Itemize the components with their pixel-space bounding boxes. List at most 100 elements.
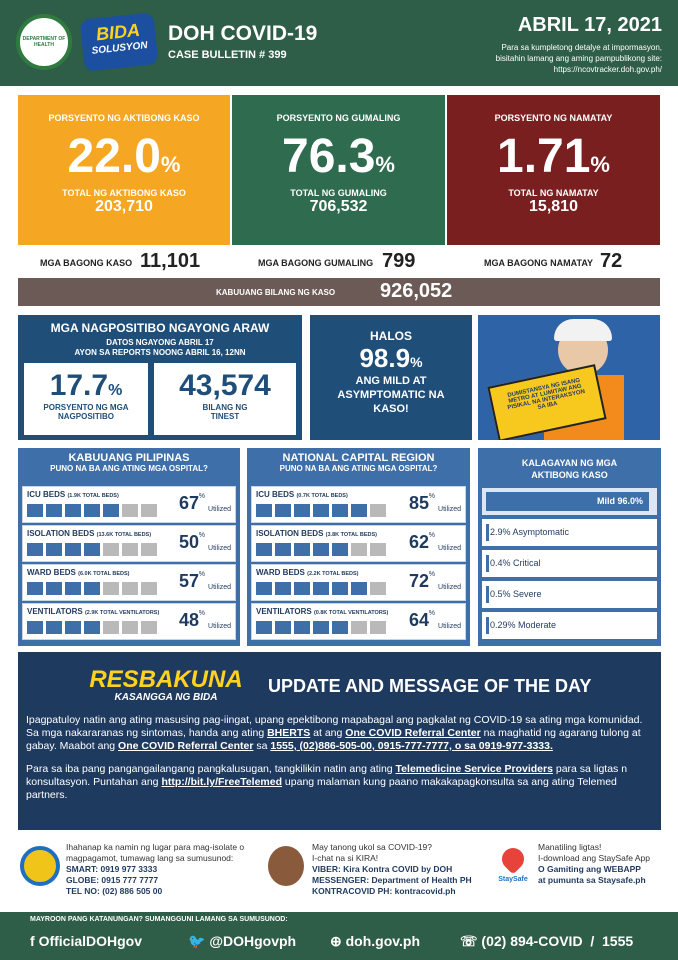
row-note: Utilized [438, 506, 461, 513]
row-value: 57 [178, 571, 199, 591]
row-value: 50 [178, 532, 199, 552]
unit: % [590, 152, 610, 177]
row-note: Utilized [438, 545, 461, 552]
card-label: PORSYENTO NG NAMATAY [494, 113, 613, 123]
contact-line: I-chat na si KIRA! [312, 853, 379, 863]
status-text: 0.4% Critical [490, 558, 541, 568]
bed [313, 504, 329, 517]
stat-card: PORSYENTO NG NAMATAY 1.71% TOTAL NG NAMATA… [447, 95, 660, 245]
unit: % [108, 382, 123, 399]
paragraphs: Ipagpatuloy natin ang ating masusing pag… [26, 714, 652, 812]
bed [84, 621, 100, 634]
row-note: Utilized [438, 623, 461, 630]
bed [351, 543, 367, 556]
hospital-row: WARD BEDS (6.0K TOTAL BEDS) 57% Utilized [22, 564, 236, 601]
percent: 76.3 [282, 130, 376, 183]
bed [27, 543, 43, 556]
bed [351, 621, 367, 634]
hotline-icon [20, 846, 60, 886]
positivity-sub: DATOS NGAYONG ABRIL 17 AYON SA REPORTS NO… [18, 338, 302, 358]
positivity-title: MGA NAGPOSITIBO NGAYONG ARAW [50, 321, 270, 335]
bed [313, 543, 329, 556]
hospital-row: ICU BEDS (1.9K TOTAL BEDS) 67% Utilized [22, 486, 236, 523]
paragraph-segment: One COVID Referral Center [345, 727, 481, 739]
contact-block: Manatiling ligtas! I-download ang StaySaf… [538, 842, 668, 886]
bed [275, 504, 291, 517]
contact-line: SMART: 0919 977 3333 [66, 864, 158, 874]
tests: 43,574 [179, 369, 271, 402]
new-label: MGA BAGONG GUMALING [258, 258, 374, 268]
status-row: 2.9% Asymptomatic [482, 519, 657, 546]
row-label: VENTILATORS (0.8K TOTAL VENTILATORS) [256, 607, 388, 616]
status-title: KALAGAYAN NG MGA AKTIBONG KASO [521, 458, 618, 480]
card-label: PORSYENTO NG AKTIBONG KASO [48, 113, 200, 123]
bed [46, 504, 62, 517]
paragraph-segment: Para sa iba pang pangangailangang pangka… [26, 763, 396, 775]
row-name: ICU BEDS [27, 490, 66, 499]
bed-icons [27, 621, 157, 634]
contact-line: MESSENGER: Department of Health PH [312, 875, 472, 885]
contact-line: GLOBE: 0915 777 7777 [66, 875, 159, 885]
row-note: Utilized [438, 584, 461, 591]
row-value: 62 [408, 532, 429, 552]
new-value: 799 [382, 250, 416, 272]
helmet [554, 319, 612, 341]
hospital-row: VENTILATORS (2.9K TOTAL VENTILATORS) 48% U… [22, 603, 236, 640]
bed [84, 543, 100, 556]
bed [294, 543, 310, 556]
bida-logo: BIDA SOLUSYON [79, 12, 159, 72]
mild-bar: Mild 96.0% [486, 492, 649, 511]
status-marker [486, 617, 489, 634]
paragraph-segment: BHERTS [267, 727, 311, 739]
contact-line: May tanong ukol sa COVID-19? [312, 842, 433, 852]
bed [332, 543, 348, 556]
total-bar: KABUUANG BILANG NG KASO 926,052 [18, 278, 660, 306]
row-capacity: (2.9K TOTAL VENTILATORS) [84, 610, 160, 616]
update-heading: UPDATE AND MESSAGE OF THE DAY [268, 676, 592, 696]
bed [103, 543, 119, 556]
status-text: 2.9% Asymptomatic [490, 527, 570, 537]
hospital-subtitle: PUNO NA BA ANG ATING MGA OSPITAL? [50, 464, 208, 473]
row-label: VENTILATORS (2.9K TOTAL VENTILATORS) [27, 607, 159, 616]
bed [275, 621, 291, 634]
bed [27, 621, 43, 634]
row-capacity: (3.8K TOTAL BEDS) [325, 532, 377, 538]
row-note: Utilized [208, 623, 231, 630]
row-name: ISOLATION BEDS [27, 529, 95, 538]
card-value: 1.71% [447, 129, 660, 184]
row-label: WARD BEDS (2.2K TOTAL BEDS) [256, 568, 358, 577]
bed [370, 582, 386, 595]
row-label: ISOLATION BEDS (3.8K TOTAL BEDS) [256, 529, 377, 538]
bed-icons [256, 543, 386, 556]
mild-top: HALOS [370, 329, 412, 343]
bed [65, 621, 81, 634]
paragraph-segment: upang malaman kung paano makakapagkonsul… [26, 776, 617, 801]
bed [46, 621, 62, 634]
hospital-subtitle: PUNO NA BA ANG ATING MGA OSPITAL? [279, 464, 438, 473]
paragraph-segment: http://bit.ly/FreeTelemed [161, 776, 283, 788]
contact-line: KONTRACOVID PH: kontracovid.ph [312, 886, 456, 896]
hospital-row: ICU BEDS (0.7K TOTAL BEDS) 85% Utilized [251, 486, 466, 523]
resbakuna-sub: KASANGGA NG BIDA [114, 692, 218, 703]
status-row: 0.5% Severe [482, 581, 657, 608]
new-label: MGA BAGONG KASO [40, 258, 133, 268]
total-value: 926,052 [380, 280, 453, 302]
row-capacity: (2.2K TOTAL BEDS) [307, 571, 359, 577]
paragraph-segment: 1555, (02)886-505-00, 0915-777-7777, o s… [270, 740, 553, 752]
date: ABRIL 17, 2021 [517, 14, 662, 36]
card-total: 15,810 [529, 198, 578, 215]
card-total: 706,532 [309, 198, 368, 215]
contact-line: TEL NO: (02) 886 505 00 [66, 886, 163, 896]
bed [351, 504, 367, 517]
bed [65, 543, 81, 556]
unit: % [375, 152, 395, 177]
bed [294, 504, 310, 517]
bed [84, 504, 100, 517]
card-value: 76.3% [232, 129, 445, 184]
new-value: 72 [600, 250, 623, 272]
contact-line: magpagamot, tumawag lang sa sumusunod: [66, 853, 234, 863]
staysafe-text: StaySafe [498, 876, 528, 883]
status-row: Mild 96.0% [482, 488, 657, 515]
info-line: Para sa kumpletong detalye at impormasyo… [501, 43, 662, 52]
